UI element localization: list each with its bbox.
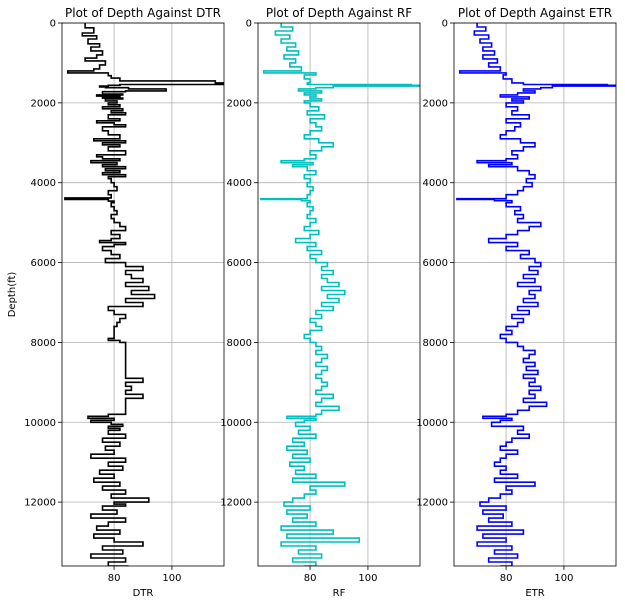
y-tick-label: 2000	[227, 98, 252, 109]
y-tick-label: 12000	[220, 498, 252, 509]
chart-title: Plot of Depth Against RF	[266, 6, 412, 20]
y-tick-label: 2000	[31, 98, 56, 109]
y-tick-label: 4000	[423, 178, 448, 189]
x-tick-label: 100	[358, 573, 377, 584]
x-tick-label: 100	[162, 573, 181, 584]
y-tick-label: 10000	[24, 418, 56, 429]
y-tick-label: 6000	[227, 258, 252, 269]
y-tick-label: 6000	[31, 258, 56, 269]
series-line-dtr	[64, 23, 224, 566]
y-tick-label: 8000	[227, 338, 252, 349]
y-tick-label: 4000	[31, 178, 56, 189]
y-tick-label: 6000	[423, 258, 448, 269]
y-tick-label: 4000	[227, 178, 252, 189]
x-axis-label: RF	[333, 588, 346, 599]
chart-title: Plot of Depth Against ETR	[458, 6, 612, 20]
x-tick-label: 80	[500, 573, 513, 584]
y-tick-label: 8000	[423, 338, 448, 349]
x-axis-label: DTR	[133, 588, 154, 599]
x-tick-label: 80	[108, 573, 121, 584]
series-line-etr	[456, 23, 616, 566]
panel-etr: 80 100 0 2000 4000 6000 8000 10000 12000 Plot of …	[416, 6, 617, 599]
panel-rf: 80 100 0 2000 4000 6000 8000 10000 12000 Plot of …	[220, 6, 421, 599]
panel-dtr: 80 100 0 2000 4000 6000 8000 10000 12000 Plot of …	[7, 6, 225, 599]
y-tick-label: 8000	[31, 338, 56, 349]
y-tick-label: 12000	[416, 498, 448, 509]
axes-frame	[257, 22, 421, 567]
y-tick-label: 0	[246, 19, 252, 30]
x-tick-label: 100	[554, 573, 573, 584]
axes-frame	[61, 22, 225, 567]
y-tick-label: 2000	[423, 98, 448, 109]
y-tick-label: 12000	[24, 498, 56, 509]
chart-title: Plot of Depth Against DTR	[65, 6, 221, 20]
x-axis-label: ETR	[525, 588, 544, 599]
y-tick-label: 0	[50, 19, 56, 30]
y-tick-label: 10000	[220, 418, 252, 429]
x-tick-label: 80	[304, 573, 317, 584]
series-line-rf	[260, 23, 420, 566]
y-tick-label: 10000	[416, 418, 448, 429]
y-tick-label: 0	[442, 19, 448, 30]
y-axis-label: Depth(ft)	[7, 272, 18, 318]
axes-frame	[453, 22, 617, 567]
